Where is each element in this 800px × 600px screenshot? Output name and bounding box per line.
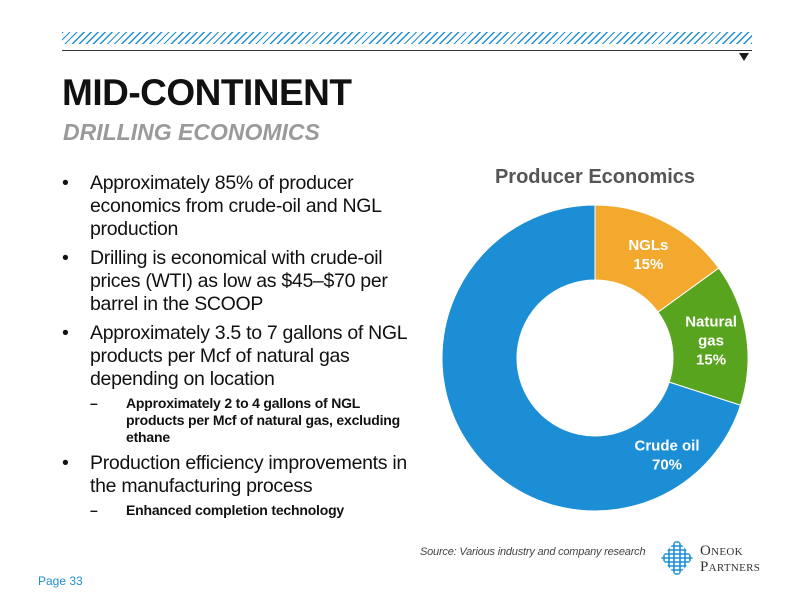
bullet-text: Approximately 85% of producer economics … [90,172,381,240]
producer-economics-donut-chart: NGLs 15% Natural gas 15% Crude oil 70% [441,204,749,512]
bullet-marker: • [62,247,69,269]
donut-slice-crude-oil [441,204,742,512]
sub-bullet-text: Enhanced completion technology [126,502,345,518]
header-rule [62,50,752,51]
chart-title: Producer Economics [494,166,696,188]
bullet-item: • Production efficiency improvements in t… [62,452,407,498]
bullet-marker: • [62,452,69,474]
sub-bullet-marker: – [90,502,98,518]
donut-label-line: 70% [652,457,682,474]
donut-label-natural-gas: Natural gas 15% [685,314,737,369]
triangle-down-icon [739,53,749,61]
donut-label-line: Crude oil [634,438,699,455]
page-subtitle: DRILLING ECONOMICS [63,119,320,145]
bullet-text: Production efficiency improvements in th… [90,452,407,497]
page-title: MID-CONTINENT [62,72,352,113]
sub-bullet-item: – Enhanced completion technology [62,502,407,519]
bullet-text: Approximately 3.5 to 7 gallons of NGL pr… [90,322,407,390]
donut-label-crude-oil: Crude oil 70% [634,438,699,474]
sub-bullet-item: – Approximately 2 to 4 gallons of NGL pro… [62,395,407,446]
donut-label-line: Natural [685,314,737,331]
donut-label-line: 15% [633,256,663,273]
sub-bullet-marker: – [90,395,98,411]
bullet-item: • Drilling is economical with crude-oil p… [62,247,407,316]
header-hatch-band [62,32,752,44]
bullet-marker: • [62,172,69,194]
bullet-marker: • [62,322,69,344]
bullet-item: • Approximately 3.5 to 7 gallons of NGL p… [62,322,407,391]
bullet-text: Drilling is economical with crude-oil pr… [90,247,388,315]
bullet-list: • Approximately 85% of producer economics… [62,172,407,525]
sub-bullet-text: Approximately 2 to 4 gallons of NGL prod… [126,395,400,445]
source-note: Source: Various industry and company res… [420,546,646,558]
bullet-item: • Approximately 85% of producer economics… [62,172,407,241]
donut-label-line: gas [698,333,724,350]
page-number: Page 33 [38,574,83,588]
oneok-diamond-icon [661,539,693,577]
logo-text-line2: Partners [700,559,761,575]
company-logo: Oneok Partners [660,538,770,580]
donut-label-line: NGLs [628,237,668,254]
donut-label-line: 15% [696,352,726,369]
logo-text-line1: Oneok [700,543,743,559]
donut-label-ngls: NGLs 15% [628,237,668,273]
